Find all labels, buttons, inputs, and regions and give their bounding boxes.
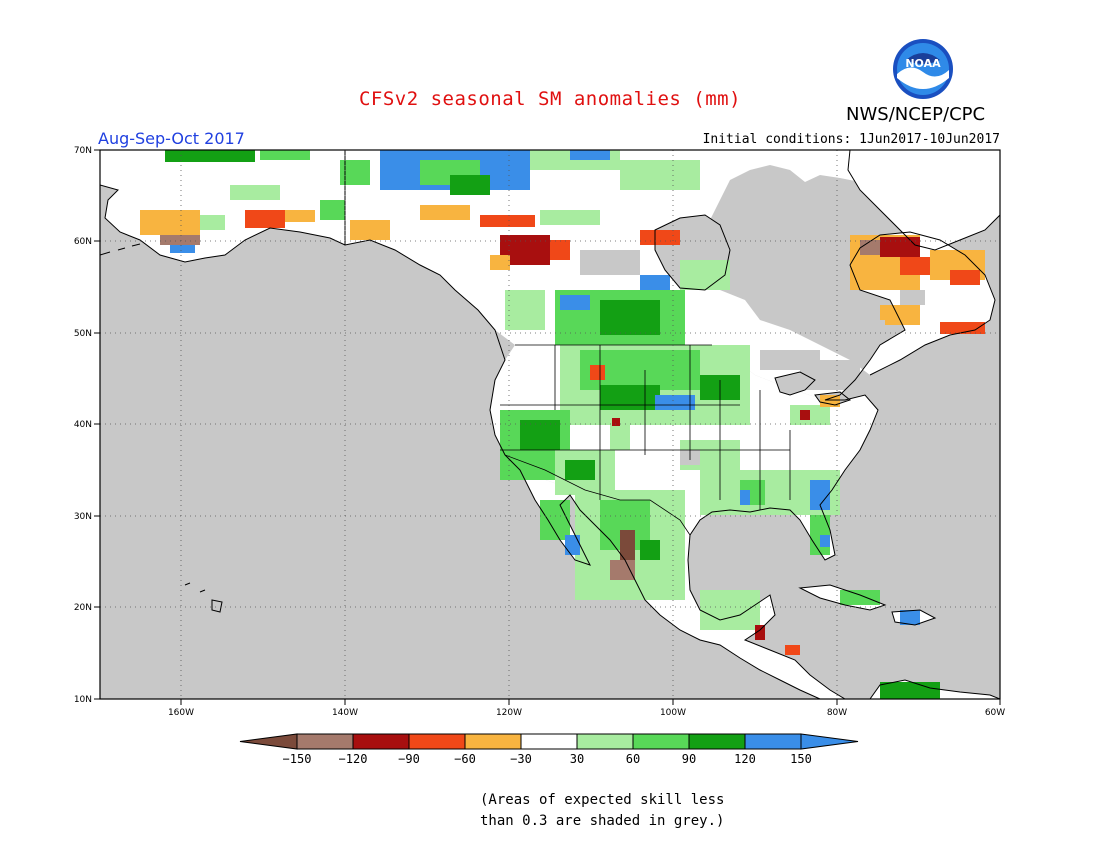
legend-tick-label: 120 bbox=[734, 752, 756, 766]
legend-tick-label: −90 bbox=[398, 752, 420, 766]
lat-label: 30N bbox=[74, 512, 92, 522]
anomaly-blocks bbox=[140, 150, 985, 699]
gridlines bbox=[100, 150, 1000, 699]
legend-swatch bbox=[352, 733, 410, 750]
lon-labels: 160W 140W 120W 100W 80W 60W bbox=[168, 708, 1005, 718]
lon-label: 120W bbox=[496, 708, 522, 718]
lat-label: 60N bbox=[74, 237, 92, 247]
lat-label: 20N bbox=[74, 603, 92, 613]
skill-note-line: than 0.3 are shaded in grey.) bbox=[480, 813, 725, 829]
lat-label: 40N bbox=[74, 420, 92, 430]
lat-label: 50N bbox=[74, 329, 92, 339]
lat-labels: 70N 60N 50N 40N 30N 20N 10N bbox=[74, 146, 92, 705]
skill-note-line: (Areas of expected skill less bbox=[480, 792, 725, 808]
coastlines bbox=[100, 150, 1000, 699]
legend-swatch bbox=[576, 733, 634, 750]
lon-label: 160W bbox=[168, 708, 194, 718]
land-layer bbox=[100, 150, 1000, 699]
legend-tick-label: −60 bbox=[454, 752, 476, 766]
axis-ticks bbox=[94, 149, 1001, 705]
greenland-land bbox=[848, 150, 1000, 250]
legend-arrow-low bbox=[239, 733, 298, 750]
season-label: Aug-Sep-Oct 2017 bbox=[98, 129, 245, 148]
legend-swatch bbox=[632, 733, 690, 750]
legend-swatch bbox=[408, 733, 466, 750]
legend-tick-label: 90 bbox=[682, 752, 696, 766]
lon-label: 140W bbox=[332, 708, 358, 718]
noaa-logo: NOAA bbox=[892, 38, 954, 100]
legend-swatch bbox=[296, 733, 354, 750]
legend-swatch bbox=[688, 733, 746, 750]
skill-note: (Areas of expected skill less than 0.3 a… bbox=[480, 790, 724, 832]
legend-swatch bbox=[464, 733, 522, 750]
legend-swatch bbox=[520, 733, 578, 750]
agency-label: NWS/NCEP/CPC bbox=[846, 104, 986, 125]
map-title: CFSv2 seasonal SM anomalies (mm) bbox=[358, 88, 742, 110]
legend-tick-label: −150 bbox=[283, 752, 312, 766]
initial-conditions: Initial conditions: 1Jun2017-10Jun2017 bbox=[702, 132, 1000, 147]
legend-swatch bbox=[744, 733, 802, 750]
noaa-logo-text: NOAA bbox=[905, 57, 941, 70]
borders bbox=[500, 344, 791, 536]
lat-label: 10N bbox=[74, 695, 92, 705]
lon-label: 60W bbox=[985, 708, 1005, 718]
legend-tick-label: 60 bbox=[626, 752, 640, 766]
lat-label: 70N bbox=[74, 146, 92, 156]
legend-tick-label: −30 bbox=[510, 752, 532, 766]
legend-tick-label: −120 bbox=[339, 752, 368, 766]
lon-label: 100W bbox=[660, 708, 686, 718]
lon-label: 80W bbox=[827, 708, 847, 718]
legend-tick-label: 150 bbox=[790, 752, 812, 766]
legend-arrow-high bbox=[800, 733, 859, 750]
legend-tick-label: 30 bbox=[570, 752, 584, 766]
